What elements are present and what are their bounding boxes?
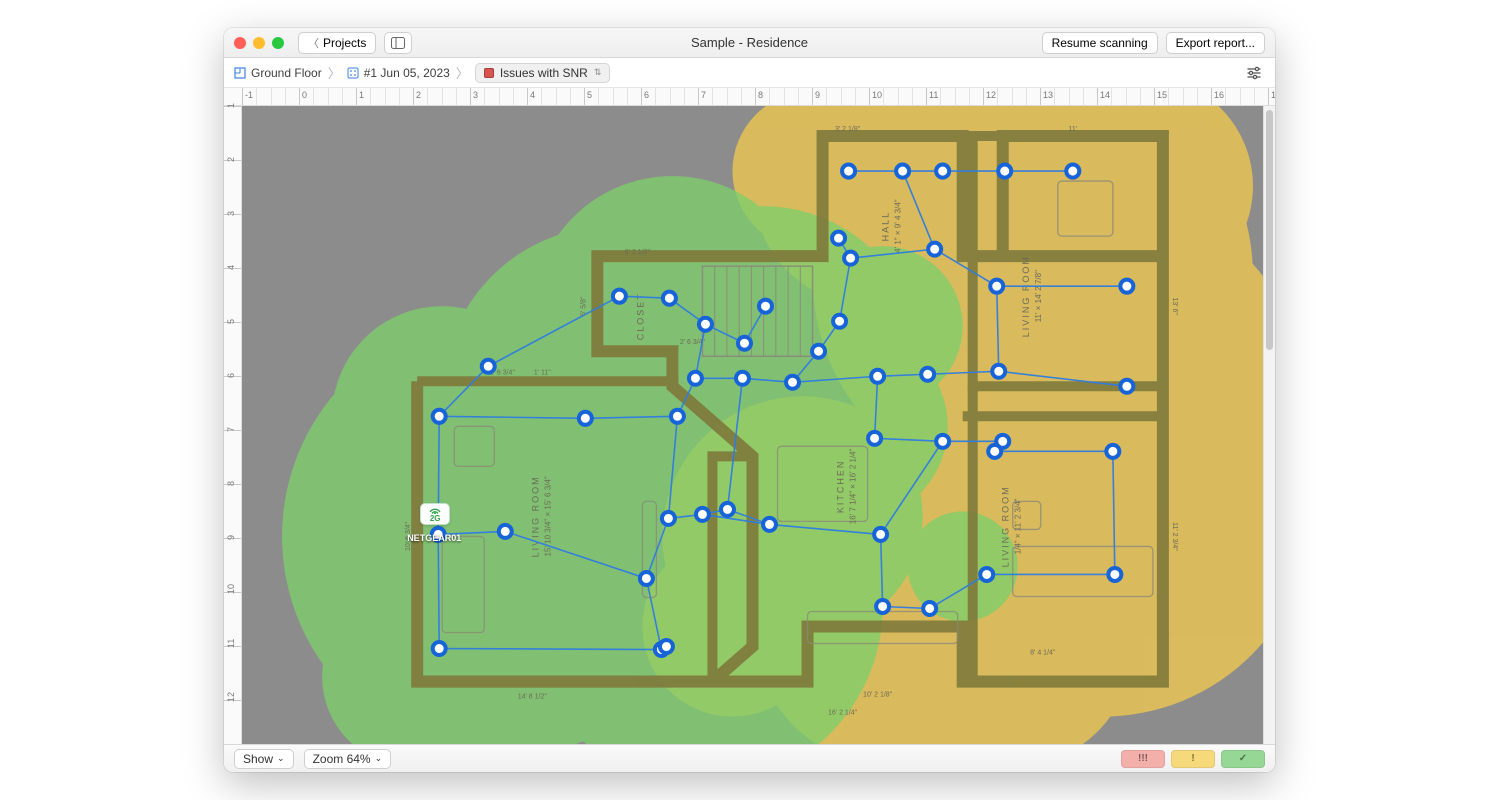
zoom-icon[interactable] [272,37,284,49]
vertical-scrollbar[interactable] [1263,106,1275,744]
viz-label: Issues with SNR [500,66,588,80]
svg-text:8' 4 1/4": 8' 4 1/4" [1030,650,1056,657]
export-report-button[interactable]: Export report... [1166,32,1265,54]
snapshot-icon [347,67,359,79]
access-point-name: NETGEAR01 [407,533,461,543]
viz-swatch [484,68,494,78]
show-dropdown[interactable]: Show ⌄ [234,749,294,769]
sidebar-toggle-button[interactable] [384,32,412,54]
svg-text:10' 2 1/8": 10' 2 1/8" [863,692,893,699]
scrollbar-thumb[interactable] [1266,110,1273,350]
svg-text:3' 2 1/8": 3' 2 1/8" [835,126,861,133]
sidebar-icon [391,37,405,49]
export-label: Export report... [1176,36,1255,50]
floorplan-icon [234,67,246,79]
svg-text:HALL: HALL [881,211,891,242]
svg-text:KITCHEN: KITCHEN [836,460,846,514]
show-label: Show [243,752,273,766]
traffic-lights [234,37,284,49]
svg-text:16' 7 1/4" × 16' 2 1/4": 16' 7 1/4" × 16' 2 1/4" [849,448,858,524]
status-legend: !!!! ✓ [1121,750,1265,768]
status-chip[interactable]: ✓ [1221,750,1265,768]
minimize-icon[interactable] [253,37,265,49]
svg-text:13' 6": 13' 6" [1171,297,1178,315]
projects-button[interactable]: 〈 Projects [298,32,376,54]
resume-label: Resume scanning [1052,36,1148,50]
breadcrumb-floor[interactable]: Ground Floor [234,66,322,80]
projects-label: Projects [323,36,366,50]
svg-text:LIVING ROOM: LIVING ROOM [530,475,540,557]
chevron-right-icon: 〉 [456,63,469,82]
svg-text:LIVING ROOM: LIVING ROOM [1001,485,1011,567]
svg-text:6' 2 1/2": 6' 2 1/2" [625,249,651,256]
titlebar: 〈 Projects Sample - Residence Resume sca… [224,28,1275,58]
svg-text:1/4" × 11' 2 3/4": 1/4" × 11' 2 3/4" [1014,498,1023,554]
resume-scanning-button[interactable]: Resume scanning [1042,32,1158,54]
horizontal-ruler: -101234567891011121314151617 [224,88,1275,106]
breadcrumb-snapshot-label: #1 Jun 05, 2023 [364,66,450,80]
status-chip[interactable]: !!! [1121,750,1165,768]
svg-text:11' × 14' 2 7/8": 11' × 14' 2 7/8" [1034,270,1043,322]
updown-icon: ⇅ [594,67,602,78]
settings-button[interactable] [1243,62,1265,84]
vertical-ruler: 123456789101112 [224,106,242,744]
svg-text:4' 1" × 9' 4 3/4": 4' 1" × 9' 4 3/4" [894,199,903,253]
ap-band: 2G [430,514,441,523]
svg-text:1' 11": 1' 11" [534,369,551,376]
svg-text:14' 8 1/2": 14' 8 1/2" [518,694,548,701]
svg-text:LIVING ROOM: LIVING ROOM [1021,255,1031,337]
close-icon[interactable] [234,37,246,49]
svg-text:5' 5/8": 5' 5/8" [580,296,587,316]
canvas[interactable]: LIVING ROOM15' 10 3/4" × 15' 6 3/4"CLOSE… [242,106,1263,744]
svg-text:16' 2 1/4": 16' 2 1/4" [828,710,858,717]
chevron-down-icon: ⌄ [375,753,383,764]
zoom-dropdown[interactable]: Zoom 64% ⌄ [304,749,392,769]
wifi-icon [428,506,442,514]
access-point-badge[interactable]: 2G [420,503,450,525]
app-window: 〈 Projects Sample - Residence Resume sca… [224,28,1275,772]
breadcrumb-snapshot[interactable]: #1 Jun 05, 2023 [347,66,450,80]
chevron-right-icon: 〉 [328,63,341,82]
footer: Show ⌄ Zoom 64% ⌄ !!!! ✓ [224,744,1275,772]
svg-text:11': 11' [1068,126,1077,133]
breadcrumb-floor-label: Ground Floor [251,66,322,80]
breadcrumb-bar: Ground Floor 〉 #1 Jun 05, 2023 〉 Issues … [224,58,1275,88]
zoom-label: Zoom 64% [313,752,371,766]
status-chip[interactable]: ! [1171,750,1215,768]
chevron-left-icon: 〈 [308,35,319,51]
visualization-selector[interactable]: Issues with SNR ⇅ [475,63,611,83]
svg-text:CLOSET: CLOSET [635,292,645,340]
sliders-icon [1246,66,1262,80]
svg-text:11' 2 3/4": 11' 2 3/4" [1171,522,1178,551]
chevron-down-icon: ⌄ [277,753,285,764]
